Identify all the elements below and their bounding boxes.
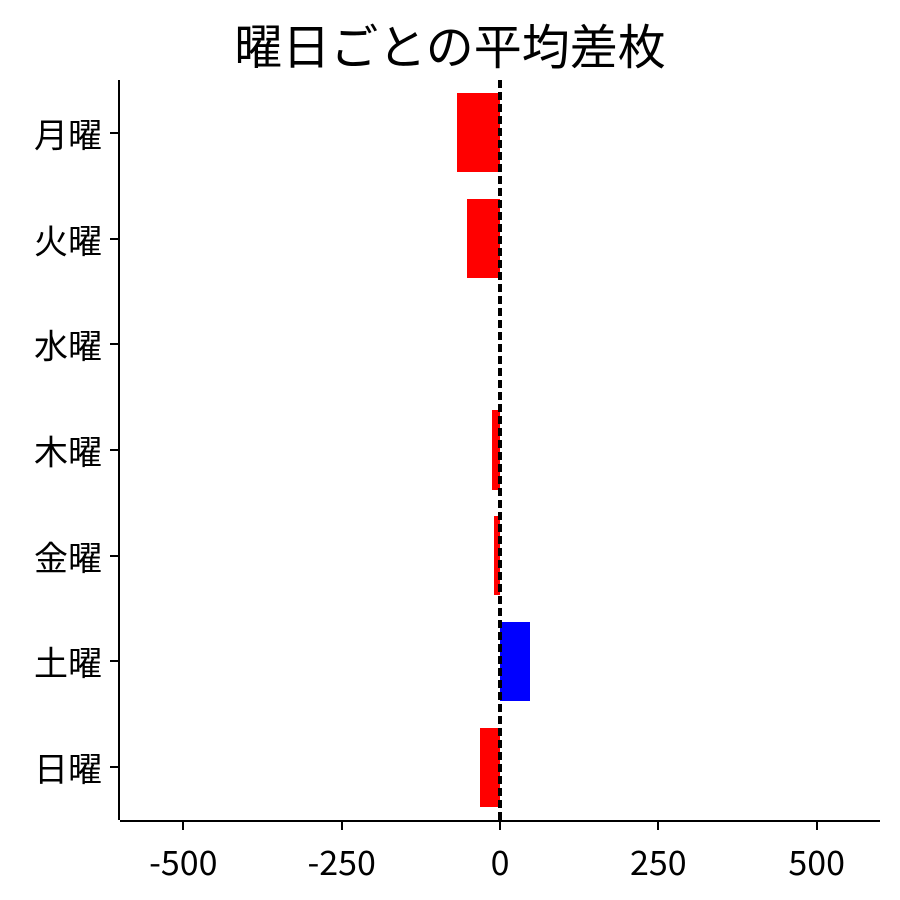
x-tick-label: 0: [491, 836, 510, 885]
x-tick-label: 500: [788, 836, 845, 885]
y-tick-label: 火曜: [2, 214, 102, 263]
x-tick-mark: [657, 822, 659, 830]
x-tick-label: -250: [307, 836, 375, 885]
x-tick-label: 250: [630, 836, 687, 885]
chart-container: 曜日ごとの平均差枚 月曜火曜水曜木曜金曜土曜日曜-500-2500250500: [0, 0, 900, 900]
y-tick-label: 月曜: [2, 108, 102, 157]
bar-月曜: [457, 93, 500, 172]
y-tick-mark: [110, 238, 118, 240]
y-tick-label: 金曜: [2, 531, 102, 580]
y-tick-label: 土曜: [2, 637, 102, 686]
zero-line: [498, 80, 502, 820]
y-tick-mark: [110, 132, 118, 134]
y-tick-mark: [110, 449, 118, 451]
y-axis-line: [118, 80, 120, 820]
y-tick-mark: [110, 766, 118, 768]
bar-日曜: [480, 728, 500, 807]
y-tick-label: 日曜: [2, 743, 102, 792]
x-tick-mark: [499, 822, 501, 830]
bar-火曜: [467, 199, 500, 278]
y-tick-mark: [110, 660, 118, 662]
chart-title: 曜日ごとの平均差枚: [0, 8, 900, 78]
x-tick-label: -500: [149, 836, 217, 885]
y-tick-label: 木曜: [2, 426, 102, 475]
y-tick-mark: [110, 555, 118, 557]
plot-area: 月曜火曜水曜木曜金曜土曜日曜-500-2500250500: [120, 80, 880, 820]
x-tick-mark: [182, 822, 184, 830]
x-tick-mark: [816, 822, 818, 830]
bar-土曜: [500, 622, 530, 701]
x-tick-mark: [341, 822, 343, 830]
y-tick-label: 水曜: [2, 320, 102, 369]
y-tick-mark: [110, 343, 118, 345]
